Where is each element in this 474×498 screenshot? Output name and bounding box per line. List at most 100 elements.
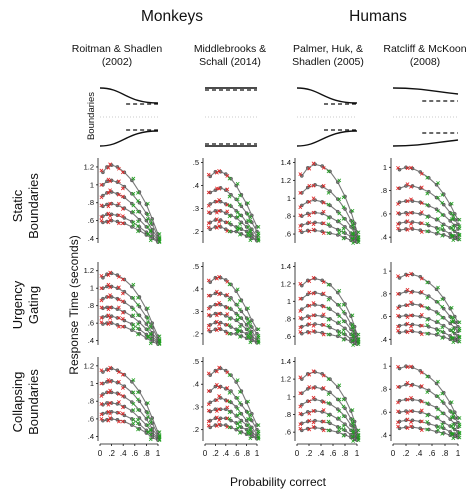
x-tick-label: .6 (330, 449, 337, 458)
correct-rt-marker (256, 233, 261, 238)
correct-rt-marker (425, 215, 430, 220)
model-point (229, 409, 233, 414)
panel: 1.4 1.2 1 .8 .6 0 .2 .4 .6 .8 1 (281, 357, 361, 458)
x-tick-label: .4 (120, 449, 127, 458)
correct-rt-marker (238, 316, 242, 320)
model-rt-curve (399, 303, 459, 332)
model-point (404, 220, 408, 224)
error-rt-marker (120, 316, 125, 321)
model-point (343, 194, 347, 199)
error-rt-marker (106, 191, 111, 195)
error-rt-marker (307, 399, 312, 404)
model-point (410, 272, 415, 277)
error-rt-marker (419, 323, 424, 328)
model-point (244, 234, 249, 238)
study-title-line1: Palmer, Huk, & (293, 43, 363, 55)
correct-rt-marker (326, 169, 331, 174)
error-rt-marker (108, 293, 112, 298)
model-point (218, 291, 223, 296)
error-rt-marker (120, 291, 125, 296)
error-rt-marker (117, 305, 121, 310)
correct-rt-marker (457, 217, 462, 222)
model-rt-curve (209, 367, 258, 426)
error-rt-marker (409, 409, 413, 413)
error-rt-marker (206, 419, 211, 424)
x-tick-label: .2 (212, 449, 219, 458)
error-rt-marker (206, 210, 211, 215)
model-point (137, 331, 142, 336)
error-rt-marker (298, 228, 303, 233)
model-point (144, 402, 149, 406)
correct-rt-marker (440, 315, 445, 320)
model-point (229, 316, 233, 320)
error-rt-marker (206, 327, 211, 332)
model-point (343, 433, 347, 437)
correct-rt-marker (449, 336, 454, 341)
model-point (109, 321, 114, 325)
correct-rt-marker (238, 202, 242, 207)
model-point (299, 412, 304, 417)
correct-rt-marker (326, 401, 331, 405)
correct-rt-marker (351, 439, 355, 443)
correct-rt-marker (235, 406, 240, 411)
model-point (101, 315, 105, 319)
model-point (426, 317, 431, 321)
y-tick-label: .4 (381, 335, 387, 344)
correct-rt-marker (457, 237, 462, 242)
model-point (101, 204, 105, 209)
correct-rt-marker (425, 427, 430, 432)
correct-rt-marker (350, 421, 355, 426)
error-rt-marker (117, 221, 121, 226)
panel: 1.4 1.2 1 .8 .6 (281, 262, 361, 347)
model-rt-curve (399, 314, 459, 337)
model-point (105, 417, 109, 422)
error-rt-marker (108, 270, 112, 275)
model-point (448, 409, 453, 413)
model-point (218, 186, 223, 190)
correct-rt-marker (449, 201, 454, 206)
model-point (456, 425, 460, 429)
correct-rt-marker (248, 324, 253, 329)
correct-rt-marker (341, 230, 346, 235)
correct-rt-marker (436, 226, 440, 231)
y-tick-label: .2 (193, 425, 199, 434)
model-point (239, 334, 244, 338)
model-point (150, 325, 154, 330)
error-rt-marker (298, 191, 303, 195)
model-point (122, 195, 127, 200)
error-rt-marker (321, 400, 326, 404)
model-point (349, 209, 353, 214)
model-point (441, 296, 446, 301)
error-rt-marker (298, 296, 303, 301)
error-rt-marker (409, 226, 413, 231)
error-rt-marker (419, 201, 424, 206)
correct-rt-marker (341, 414, 346, 419)
model-point (305, 323, 310, 327)
model-point (218, 225, 223, 229)
correct-rt-marker (436, 379, 440, 384)
group-title-monkeys: Monkeys (141, 8, 203, 25)
correct-rt-marker (238, 222, 242, 227)
error-rt-marker (225, 312, 230, 316)
model-point (144, 410, 149, 414)
model-point (109, 218, 114, 223)
correct-rt-marker (457, 431, 462, 436)
correct-rt-marker (350, 417, 355, 422)
correct-rt-marker (146, 212, 150, 217)
model-point (223, 398, 228, 402)
model-point (109, 379, 114, 383)
error-rt-marker (405, 380, 410, 385)
y-tick-label: .5 (193, 357, 199, 366)
model-rt-curve (399, 200, 459, 230)
correct-rt-marker (227, 297, 232, 302)
model-point (320, 303, 325, 308)
error-rt-marker (206, 323, 211, 328)
correct-rt-marker (227, 323, 232, 328)
y-tick-label: 1 (90, 180, 94, 189)
y-tick-label: 1 (90, 379, 94, 388)
error-rt-marker (108, 401, 112, 405)
error-rt-marker (106, 368, 111, 373)
correct-rt-marker (131, 223, 136, 227)
model-point (150, 421, 154, 426)
model-point (144, 307, 149, 311)
